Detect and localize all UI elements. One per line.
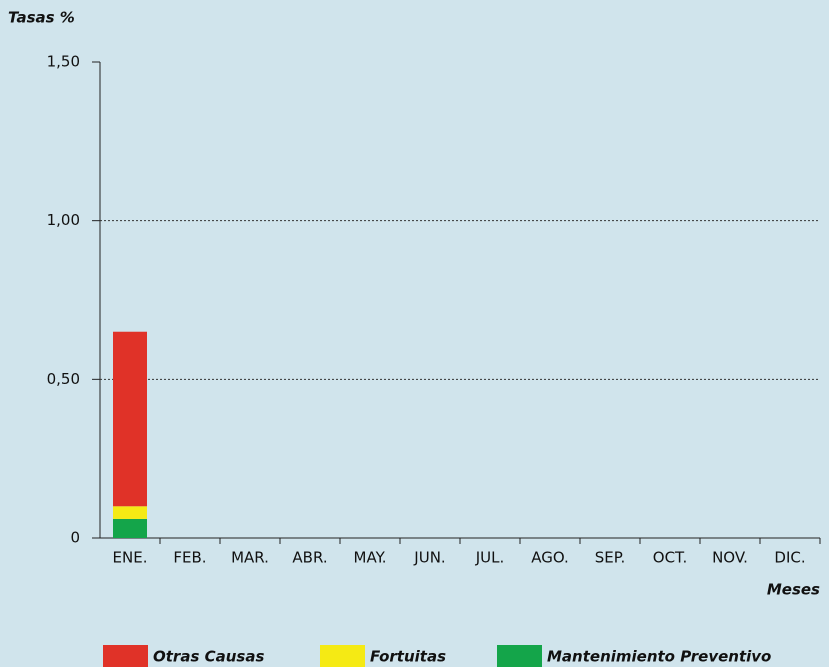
x-tick-label: DIC. (774, 549, 805, 567)
x-tick-label: ABR. (292, 549, 327, 567)
x-tick-label: AGO. (531, 549, 569, 567)
bar-segment (113, 518, 147, 538)
legend-label: Otras Causas (153, 648, 264, 666)
legend-swatch (103, 645, 148, 667)
legend-label: Mantenimiento Preventivo (547, 648, 771, 666)
x-tick-label: ENE. (113, 549, 148, 567)
x-tick-label: NOV. (712, 549, 748, 567)
x-tick-label: FEB. (173, 549, 206, 567)
y-tick-label: 0 (70, 529, 80, 547)
x-tick-label: JUN. (413, 549, 445, 567)
legend-label: Fortuitas (370, 648, 446, 666)
y-tick-label: 0,50 (47, 370, 80, 388)
x-tick-label: OCT. (653, 549, 687, 567)
legend-swatch (320, 645, 365, 667)
x-tick-label: MAY. (354, 549, 387, 567)
y-tick-label: 1,00 (47, 211, 80, 229)
bar-segment (113, 506, 147, 519)
legend-swatch (497, 645, 542, 667)
y-axis-title: Tasas % (8, 9, 75, 27)
x-tick-label: JUL. (475, 549, 505, 567)
y-tick-label: 1,50 (47, 53, 80, 71)
x-tick-label: MAR. (231, 549, 269, 567)
x-axis-title: Meses (767, 581, 820, 599)
x-tick-label: SEP. (595, 549, 625, 567)
bar-segment (113, 331, 147, 507)
